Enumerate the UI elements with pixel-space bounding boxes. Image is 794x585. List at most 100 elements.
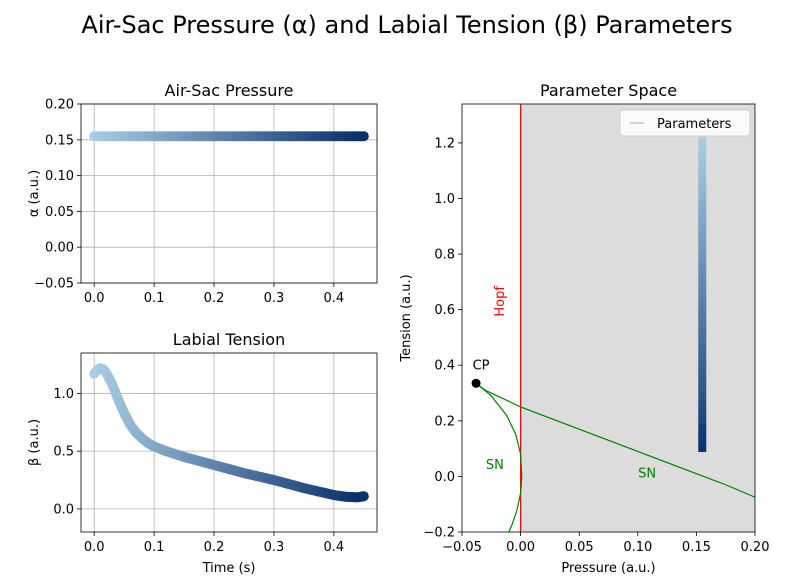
y-tick-label: 0.4 xyxy=(434,359,455,374)
parameters-segment xyxy=(698,145,707,150)
parameters-segment xyxy=(698,431,707,437)
parameters-segment xyxy=(698,223,707,229)
parameters-segment xyxy=(698,396,707,401)
axes-title: Parameter Space xyxy=(540,81,677,100)
axes-frame xyxy=(80,103,378,284)
parameters-segment xyxy=(698,164,707,170)
x-axis-label: Time (s) xyxy=(202,561,256,576)
oscillation-region xyxy=(520,104,755,532)
parameters-segment xyxy=(698,329,707,335)
legend-label: Parameters xyxy=(657,117,732,132)
parameters-segment xyxy=(698,333,707,339)
parameters-segment xyxy=(698,357,707,362)
x-tick-label: 0.3 xyxy=(264,291,285,306)
parameters-segment xyxy=(698,239,707,244)
x-tick-label: 0.10 xyxy=(623,540,652,555)
parameters-segment xyxy=(698,412,707,417)
parameter-space-panel: Hopf SN SN CP −0.05 0.00 0.05 0.10 0.15 0.20 −0.2 0… xyxy=(399,81,769,576)
parameters-segment xyxy=(698,247,707,252)
parameters-segment xyxy=(698,443,707,449)
y-tick-label: 0.20 xyxy=(45,98,74,113)
parameters-segment xyxy=(698,251,707,256)
y-tick-label: 0.0 xyxy=(434,470,455,485)
axes-frame xyxy=(461,103,756,533)
parameters-segment xyxy=(698,200,707,205)
parameters-segment xyxy=(698,262,707,268)
y-tick-label: 0.00 xyxy=(45,241,74,256)
parameters-segment xyxy=(698,400,707,405)
y-axis-label: Tension (a.u.) xyxy=(399,274,414,362)
y-tick-label: 0.6 xyxy=(434,303,455,318)
x-tick-label: 0.0 xyxy=(84,291,105,306)
y-tick-label: 0.0 xyxy=(53,502,74,517)
parameters-segment xyxy=(698,435,707,441)
parameters-segment xyxy=(698,349,707,354)
y-tick-label: −0.2 xyxy=(423,526,455,541)
parameters-segment xyxy=(698,361,707,366)
parameters-segment xyxy=(698,227,707,233)
parameters-segment xyxy=(698,419,707,425)
parameters-segment xyxy=(698,337,707,343)
parameters-segment xyxy=(698,427,707,433)
sn-lower-curve xyxy=(475,382,523,532)
parameters-segment xyxy=(698,266,707,272)
parameters-segment xyxy=(698,416,707,421)
parameters-segment xyxy=(698,447,707,453)
x-tick-label: 0.00 xyxy=(506,540,535,555)
parameters-segment xyxy=(698,235,707,241)
x-tick-label: 0.2 xyxy=(204,540,225,555)
parameters-segment xyxy=(698,317,707,323)
parameters-segment xyxy=(698,172,707,178)
parameters-segment xyxy=(698,278,707,284)
y-tick-label: 0.8 xyxy=(434,248,455,263)
parameters-segment xyxy=(698,270,707,276)
parameters-segment xyxy=(698,368,707,374)
parameters-segment xyxy=(698,176,707,182)
parameters-segment xyxy=(698,286,707,292)
sn-upper-label: SN xyxy=(638,466,656,481)
parameters-segment xyxy=(698,180,707,186)
cp-label: CP xyxy=(473,358,490,373)
parameters-segment xyxy=(698,302,707,307)
parameters-segment xyxy=(698,321,707,327)
x-tick-label: 0.3 xyxy=(264,540,285,555)
parameters-segment xyxy=(698,211,707,217)
parameters-segment xyxy=(698,168,707,174)
y-tick-label: −0.05 xyxy=(34,277,74,292)
parameters-segment xyxy=(698,215,707,221)
parameters-segment xyxy=(698,439,707,445)
parameters-segment xyxy=(698,192,707,197)
parameters-series xyxy=(698,137,707,453)
y-tick-label: 1.0 xyxy=(434,192,455,207)
parameters-segment xyxy=(698,208,707,213)
x-tick-label: −0.05 xyxy=(442,540,482,555)
parameters-segment xyxy=(698,310,707,315)
parameters-segment xyxy=(698,341,707,347)
parameters-segment xyxy=(698,274,707,280)
parameters-segment xyxy=(698,196,707,201)
parameters-segment xyxy=(698,188,707,193)
y-axis-label: α (a.u.) xyxy=(27,170,42,217)
parameters-segment xyxy=(698,404,707,409)
parameters-segment xyxy=(698,365,707,370)
parameters-segment xyxy=(698,423,707,429)
parameters-segment xyxy=(698,306,707,311)
y-tick-label: 0.5 xyxy=(53,445,74,460)
x-tick-label: 0.1 xyxy=(144,540,165,555)
cp-point xyxy=(471,378,481,388)
x-axis-label: Pressure (a.u.) xyxy=(561,561,655,576)
parameters-segment xyxy=(698,380,707,386)
y-axis-label: β (a.u.) xyxy=(27,419,42,466)
sn-lower-label: SN xyxy=(486,458,504,473)
parameters-segment xyxy=(698,388,707,394)
axes-title: Air-Sac Pressure xyxy=(165,81,294,100)
parameters-segment xyxy=(698,204,707,209)
sn-upper-curve xyxy=(475,382,755,498)
y-tick-label: 0.10 xyxy=(45,169,74,184)
axes-title: Labial Tension xyxy=(173,330,285,349)
alpha-series xyxy=(89,131,369,142)
parameters-segment xyxy=(698,298,707,303)
parameters-segment xyxy=(698,149,707,154)
beta-series xyxy=(89,363,369,503)
y-tick-label: 0.2 xyxy=(434,414,455,429)
